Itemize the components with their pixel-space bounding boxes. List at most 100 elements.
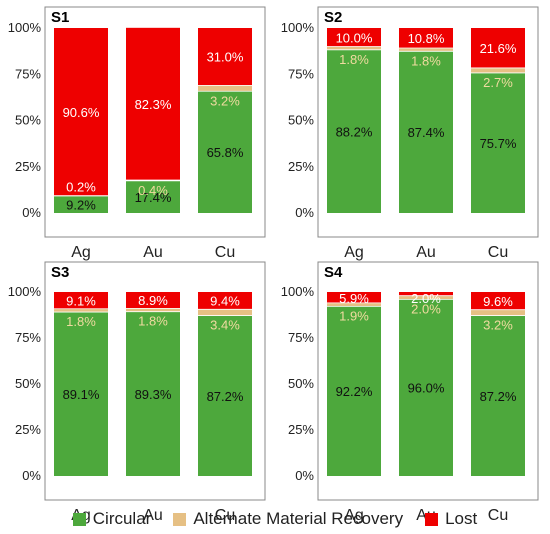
bar-alt-ag	[327, 302, 381, 307]
data-label-alternate: 0.2%	[66, 180, 96, 195]
legend-label-alternate-material-recovery: Alternate Material Recovery	[193, 509, 404, 528]
bar-circular-ag	[327, 306, 381, 476]
data-label-circular: 92.2%	[336, 384, 373, 399]
x-category-label: Cu	[488, 244, 508, 261]
panel-title: S2	[324, 9, 342, 26]
bar-lost-cu	[198, 28, 252, 86]
bar-lost-au	[399, 292, 453, 296]
y-tick-label: 75%	[288, 330, 314, 345]
bar-circular-ag	[327, 49, 381, 213]
data-label-lost: 10.0%	[336, 30, 373, 45]
legend-label-lost: Lost	[445, 509, 478, 528]
y-tick-label: 25%	[288, 422, 314, 437]
data-label-lost: 5.9%	[339, 291, 369, 306]
bar-lost-au	[126, 27, 180, 181]
bar-lost-ag	[54, 292, 108, 309]
bar-lost-cu	[198, 292, 252, 310]
bar-circular-ag	[54, 312, 108, 476]
bar-lost-ag	[54, 28, 108, 196]
data-label-lost: 90.6%	[63, 105, 100, 120]
legend-swatch-circular	[72, 512, 86, 526]
x-category-label: Au	[143, 244, 163, 261]
y-tick-label: 75%	[15, 330, 41, 345]
data-label-lost: 82.3%	[135, 97, 172, 112]
panel-frame	[317, 6, 539, 238]
y-tick-label: 75%	[288, 66, 314, 81]
legend-swatch-alternate-material-recovery	[173, 512, 187, 526]
data-label-circular: 89.3%	[135, 387, 172, 402]
data-label-circular: 9.2%	[66, 197, 96, 212]
bar-lost-au	[399, 28, 453, 48]
y-tick-label: 0%	[295, 468, 314, 483]
data-label-alternate: 3.2%	[483, 318, 513, 333]
data-label-alternate: 3.4%	[210, 318, 240, 333]
bar-circular-cu	[198, 315, 252, 476]
y-tick-label: 50%	[15, 376, 41, 391]
bar-lost-cu	[471, 292, 525, 310]
panel-title: S4	[324, 264, 343, 281]
bar-alt-ag	[54, 308, 108, 313]
y-tick-label: 0%	[22, 205, 41, 220]
data-label-alternate: 1.8%	[138, 314, 168, 329]
panel-frame	[44, 6, 266, 238]
data-label-lost: 10.8%	[408, 31, 445, 46]
data-label-alternate: 1.8%	[66, 314, 96, 329]
data-label-alternate: 1.8%	[339, 52, 369, 67]
y-tick-label: 100%	[281, 284, 315, 299]
data-label-lost: 8.9%	[138, 293, 168, 308]
bar-alt-cu	[198, 309, 252, 316]
panel-title: S1	[51, 9, 69, 26]
data-label-alternate: 1.8%	[411, 53, 441, 68]
bar-alt-au	[399, 295, 453, 300]
bar-lost-ag	[327, 292, 381, 303]
panel-s2: S2 0% 25% 50% 75% 100% 88.2% 1.8% 10.0% Ag 87.4% 1.…	[281, 6, 539, 261]
data-label-circular: 75.7%	[480, 136, 517, 151]
y-tick-label: 0%	[22, 468, 41, 483]
y-tick-label: 50%	[15, 113, 41, 128]
bar-alt-au	[399, 47, 453, 52]
x-category-label: Cu	[488, 507, 508, 524]
data-label-circular: 87.4%	[408, 125, 445, 140]
data-label-alternate: 2.7%	[483, 75, 513, 90]
y-tick-label: 0%	[295, 205, 314, 220]
data-label-circular: 17.4%	[135, 190, 172, 205]
bar-circular-ag	[54, 195, 108, 213]
y-tick-label: 25%	[15, 422, 41, 437]
data-label-lost: 31.0%	[207, 50, 244, 65]
legend-item-lost: Lost	[425, 509, 477, 529]
bar-alt-ag	[327, 46, 381, 50]
data-label-circular: 65.8%	[207, 145, 244, 160]
bar-circular-cu	[471, 315, 525, 476]
data-label-alternate: 1.9%	[339, 308, 369, 323]
data-label-circular: 89.1%	[63, 387, 100, 402]
data-label-circular: 87.2%	[480, 389, 517, 404]
x-category-label: Cu	[215, 244, 235, 261]
data-label-alternate: 2.0%	[411, 301, 441, 316]
bar-alt-au	[126, 308, 180, 312]
x-category-label: Au	[416, 244, 436, 261]
data-label-lost: 21.6%	[480, 41, 517, 56]
bar-circular-cu	[471, 72, 525, 213]
panel-s3: S30%25%50%75%100%89.1%1.8%9.1%Ag89.3%1.8…	[8, 261, 266, 524]
y-tick-label: 75%	[15, 66, 41, 81]
y-tick-label: 50%	[288, 113, 314, 128]
panel-frame	[44, 261, 266, 501]
bar-circular-au	[399, 299, 453, 476]
data-label-alternate: 3.2%	[210, 93, 240, 108]
legend-item-circular: Circular	[72, 509, 151, 529]
y-tick-label: 25%	[15, 159, 41, 174]
bar-alt-cu	[471, 67, 525, 73]
x-category-label: Ag	[344, 507, 364, 524]
y-tick-label: 25%	[288, 159, 314, 174]
bar-circular-cu	[198, 91, 252, 213]
x-category-label: Au	[143, 507, 163, 524]
data-label-lost: 9.6%	[483, 294, 513, 309]
legend: Circular Alternate Material Recovery Los…	[0, 507, 550, 531]
bar-alt-cu	[471, 309, 525, 316]
panel-title: S3	[51, 264, 69, 281]
bar-circular-au	[126, 180, 180, 213]
bar-circular-au	[399, 51, 453, 214]
y-tick-label: 100%	[281, 20, 315, 35]
legend-swatch-lost	[425, 512, 439, 526]
